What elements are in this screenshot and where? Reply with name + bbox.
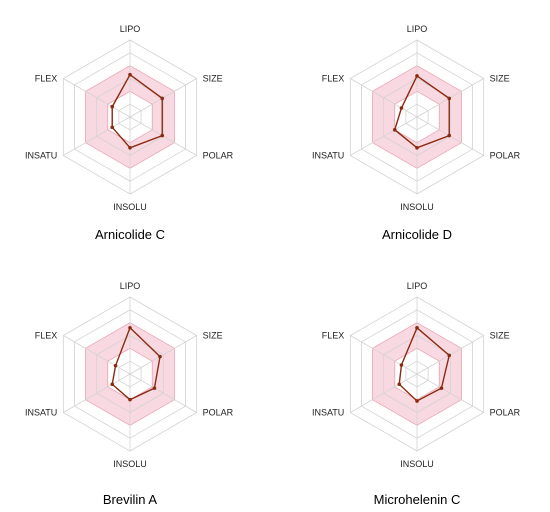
axis-label-size: SIZE [203, 331, 223, 341]
axis-label-insatu: INSATU [25, 151, 57, 161]
data-point [158, 354, 162, 359]
chart-title: Arnicolide D [382, 227, 452, 242]
data-point [152, 386, 157, 390]
data-point [110, 382, 115, 387]
data-point [399, 106, 404, 110]
axis-label-flex: FLEX [322, 74, 345, 84]
axis-label-flex: FLEX [35, 331, 58, 341]
data-point [160, 96, 165, 101]
chart-title: Arnicolide C [95, 227, 165, 242]
axis-label-lipo: LIPO [120, 24, 141, 34]
data-point [113, 363, 118, 368]
axis-label-insolu: INSOLU [400, 202, 434, 212]
grid-spoke [63, 335, 131, 375]
grid-spoke [350, 116, 418, 156]
data-point [128, 146, 132, 150]
axis-label-polar: POLAR [490, 408, 521, 418]
grid-spoke [129, 335, 197, 375]
data-point [447, 96, 452, 101]
axis-label-lipo: LIPO [120, 281, 141, 291]
axis-label-flex: FLEX [322, 331, 345, 341]
axis-label-polar: POLAR [203, 151, 234, 161]
data-point [447, 353, 452, 358]
grid-spoke [129, 373, 197, 413]
axis-label-insolu: INSOLU [400, 459, 434, 469]
axis-label-lipo: LIPO [407, 281, 428, 291]
data-point [439, 386, 444, 390]
axis-label-insatu: INSATU [25, 408, 57, 418]
axis-label-insolu: INSOLU [113, 202, 147, 212]
radar-chart-3: LIPO SIZE POLAR INSOLU INSATU FLEX Brevilin A [25, 281, 234, 507]
grid-spoke [350, 78, 418, 118]
grid-spoke [63, 116, 131, 156]
data-point [128, 397, 132, 402]
data-point [415, 74, 419, 78]
grid-spoke [63, 373, 131, 413]
grid-spoke [350, 373, 418, 413]
axis-label-polar: POLAR [203, 408, 234, 418]
grid-spoke [63, 78, 131, 118]
chart-title: Brevilin A [103, 492, 158, 507]
data-point [128, 326, 132, 330]
axis-label-polar: POLAR [490, 151, 521, 161]
axis-label-insatu: INSATU [312, 151, 344, 161]
chart-title: Microhelenin C [374, 492, 461, 507]
data-point [397, 382, 402, 387]
data-point [399, 363, 404, 367]
axis-label-insolu: INSOLU [113, 459, 147, 469]
radar-chart-1: LIPO SIZE POLAR INSOLU INSATU FLEX Arnicolide … [25, 24, 234, 242]
data-point [128, 72, 132, 77]
grid-spoke [416, 373, 484, 413]
axis-label-lipo: LIPO [407, 24, 428, 34]
axis-label-size: SIZE [490, 74, 510, 84]
axis-label-insatu: INSATU [312, 408, 344, 418]
data-point [415, 399, 419, 403]
data-point [110, 104, 115, 109]
radar-chart-2: LIPO SIZE POLAR INSOLU INSATU FLEX Arnicolide … [312, 24, 521, 242]
data-point [160, 133, 165, 138]
data-point [392, 128, 397, 132]
axis-label-size: SIZE [490, 331, 510, 341]
grid-spoke [350, 335, 418, 375]
data-point [415, 326, 419, 330]
data-point [447, 133, 452, 138]
axis-label-size: SIZE [203, 74, 223, 84]
data-point [415, 146, 419, 150]
axis-label-flex: FLEX [35, 74, 58, 84]
radar-chart-4: LIPO SIZE POLAR INSOLU INSATU FLEX Microheleni… [312, 281, 521, 507]
data-point [110, 125, 115, 130]
